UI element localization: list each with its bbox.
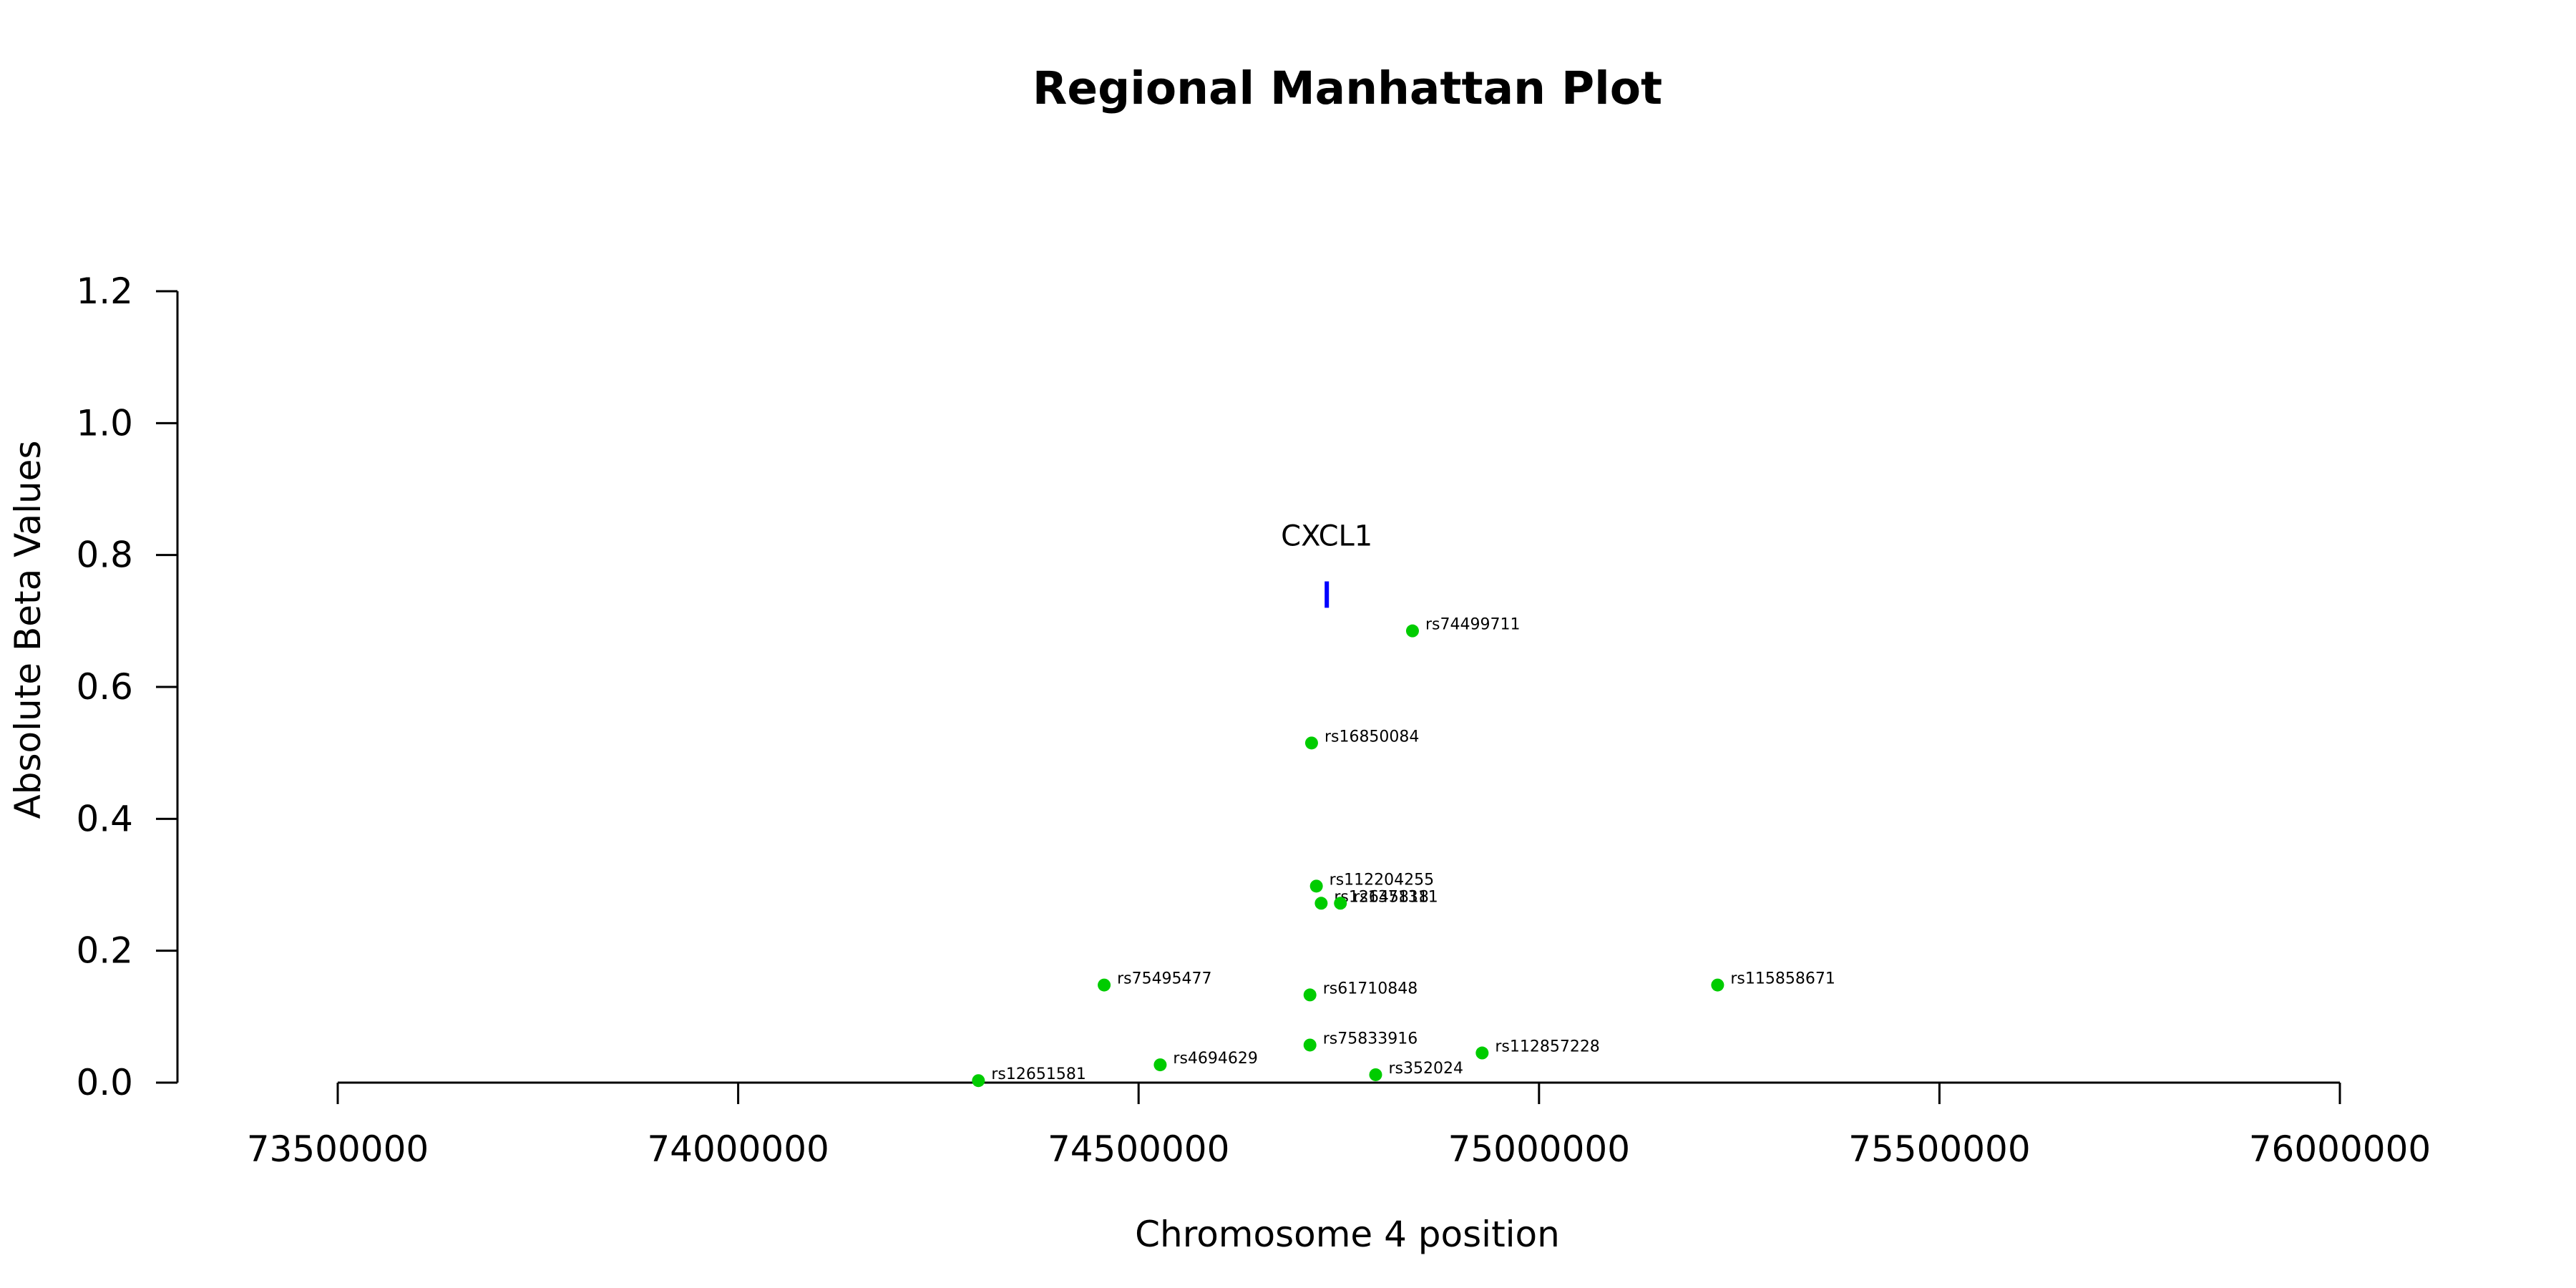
snp-label: rs12651581: [991, 1065, 1085, 1083]
snp-point: [1369, 1068, 1382, 1081]
snp-label: rs115858671: [1730, 970, 1835, 988]
snp-label: rs112204255: [1330, 871, 1434, 889]
snp-label: rs16850084: [1324, 728, 1419, 746]
gene-label: CXCL1: [1281, 520, 1372, 553]
y-axis: 0.0 0.2 0.4 0.6 0.8 1.0 1.2: [76, 270, 179, 1103]
snp-label: rs12645818: [1334, 888, 1428, 906]
snp-label: rs352024: [1388, 1060, 1463, 1078]
snp-label: rs61710848: [1323, 980, 1418, 997]
snp-label: rs112857228: [1495, 1038, 1599, 1056]
snp-point: [1153, 1058, 1167, 1072]
x-tick-label: 76000000: [2249, 1128, 2431, 1170]
snp-label: rs1371311: [1353, 888, 1438, 906]
y-tick-label: 0.0: [76, 1062, 133, 1103]
x-tick-label: 73500000: [247, 1128, 429, 1170]
snp-point: [1304, 736, 1318, 750]
y-axis-label: Absolute Beta Values: [7, 441, 49, 819]
points-layer: rs74499711 rs16850084 rs112204255rs1264581…: [972, 616, 1835, 1088]
snp-point: [1475, 1046, 1489, 1060]
gene-layer: CXCL1: [1281, 520, 1372, 608]
snp-point: [1405, 624, 1419, 638]
y-tick-label: 0.4: [76, 798, 133, 839]
x-tick-label: 75500000: [1848, 1128, 2031, 1170]
snp-point: [1314, 897, 1328, 910]
snp-label: rs74499711: [1425, 616, 1520, 634]
y-tick-label: 1.0: [76, 402, 133, 444]
chart-title: Regional Manhattan Plot: [1033, 62, 1662, 114]
x-tick-label: 75000000: [1448, 1128, 1631, 1170]
x-tick-label: 74000000: [647, 1128, 829, 1170]
y-tick-label: 0.8: [76, 535, 133, 576]
snp-point: [1303, 988, 1317, 1002]
x-axis-label: Chromosome 4 position: [1135, 1214, 1560, 1255]
snp-label: rs4694629: [1173, 1050, 1258, 1068]
snp-point: [1711, 978, 1724, 992]
x-axis: 73500000 74000000 74500000 75000000 75500000…: [247, 1081, 2431, 1170]
y-tick-label: 1.2: [76, 270, 133, 312]
snp-point: [1309, 879, 1323, 893]
snp-point: [1303, 1038, 1317, 1052]
snp-point: [972, 1074, 985, 1088]
x-tick-label: 74500000: [1048, 1128, 1230, 1170]
y-tick-label: 0.6: [76, 666, 133, 708]
y-tick-label: 0.2: [76, 930, 133, 972]
snp-label: rs75833916: [1323, 1030, 1418, 1048]
snp-label: rs75495477: [1117, 970, 1211, 988]
snp-point: [1334, 897, 1347, 910]
snp-point: [1098, 978, 1111, 992]
